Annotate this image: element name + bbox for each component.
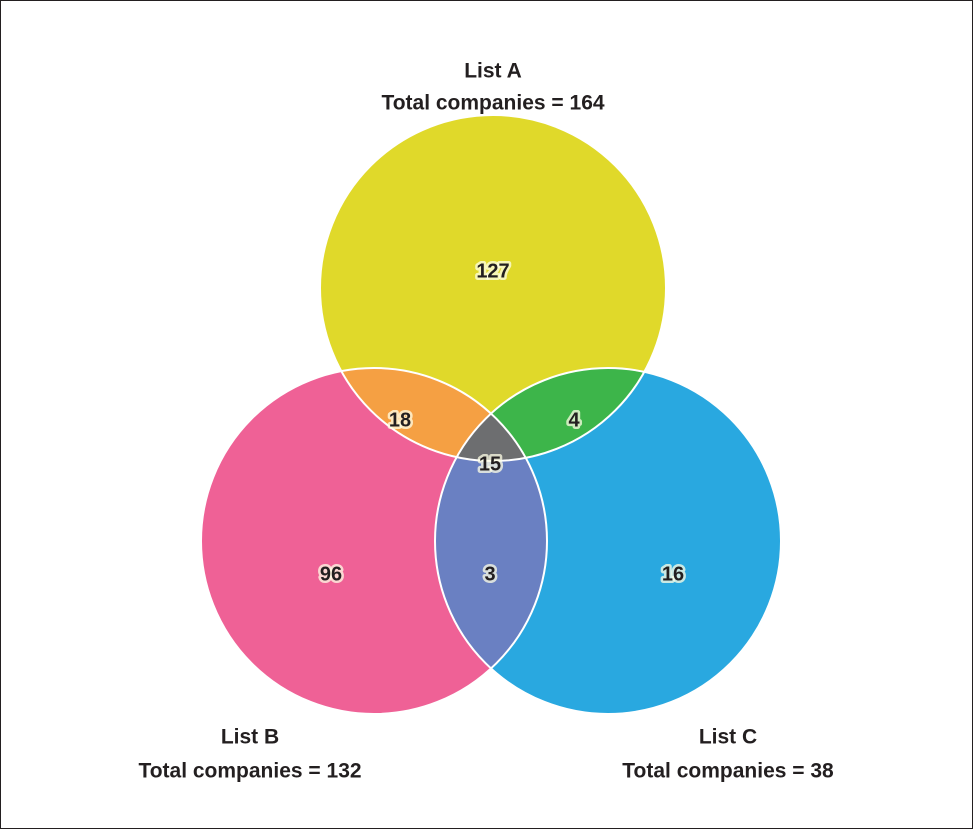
outline-a	[319, 114, 667, 462]
region-count: 3	[484, 563, 495, 585]
set-name: List C	[699, 726, 757, 749]
region-count: 96	[320, 563, 342, 585]
region-count: 15	[479, 453, 501, 475]
region-count: 4	[568, 409, 580, 431]
region-count: 18	[389, 409, 411, 431]
set-total: Total companies = 132	[138, 760, 361, 783]
region-count: 16	[662, 563, 684, 585]
outline-c	[434, 367, 782, 715]
region-abc	[435, 368, 547, 461]
set-total: Total companies = 38	[622, 760, 834, 783]
set-total: Total companies = 164	[381, 92, 604, 115]
set-name: List A	[464, 60, 522, 83]
region-count: 127	[476, 260, 509, 282]
outlines	[200, 114, 782, 715]
region-abc-group	[435, 368, 547, 461]
outline-b	[200, 367, 548, 715]
set-name: List B	[221, 726, 279, 749]
